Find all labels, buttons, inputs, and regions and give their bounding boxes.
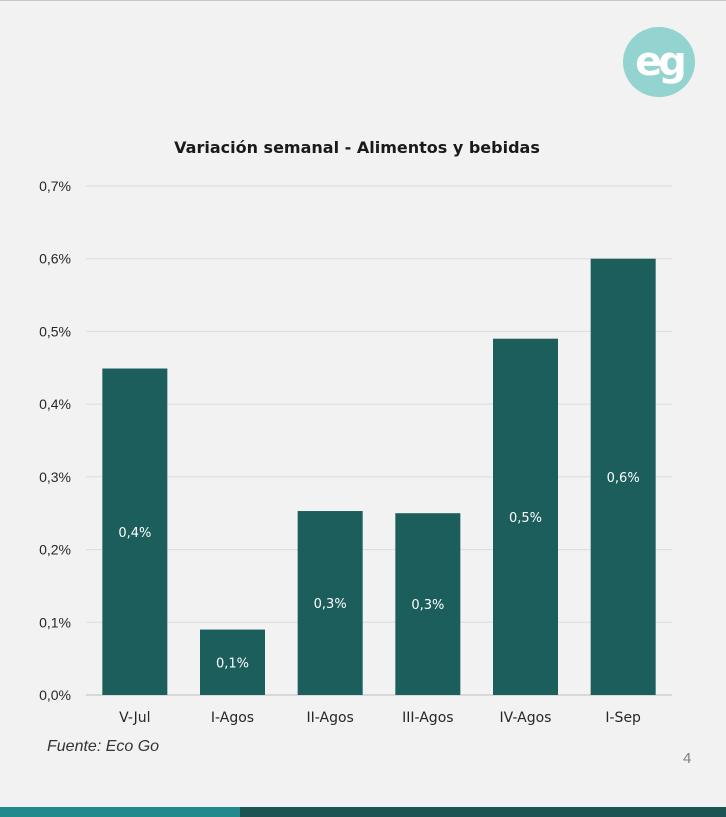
- bottom-accent-bar-right: [240, 807, 726, 817]
- data-label: 0,3%: [411, 598, 444, 613]
- page-number: 4: [683, 750, 692, 767]
- chart-title: Variación semanal - Alimentos y bebidas: [174, 138, 540, 157]
- y-tick-label: 0,0%: [39, 687, 71, 703]
- y-tick-label: 0,1%: [39, 614, 71, 630]
- y-tick-label: 0,2%: [39, 542, 71, 558]
- top-border: [0, 0, 726, 1]
- y-tick-label: 0,6%: [39, 251, 71, 267]
- bar: [493, 338, 558, 695]
- y-tick-label: 0,5%: [39, 323, 71, 339]
- x-tick-label: V-Jul: [119, 710, 150, 726]
- bottom-accent-bar-left: [0, 807, 240, 817]
- source-note: Fuente: Eco Go: [47, 738, 160, 755]
- y-tick-label: 0,3%: [39, 469, 71, 485]
- bar: [297, 511, 363, 695]
- data-label: 0,5%: [509, 511, 542, 526]
- y-tick-label: 0,7%: [39, 178, 71, 194]
- data-label: 0,6%: [607, 471, 640, 486]
- x-tick-label: II-Agos: [307, 710, 354, 726]
- x-tick-label: III-Agos: [402, 710, 453, 726]
- bar: [200, 629, 265, 695]
- bar: [590, 258, 656, 695]
- y-tick-label: 0,4%: [39, 396, 71, 412]
- eco-go-logo: eg: [623, 27, 695, 97]
- data-label: 0,3%: [314, 597, 347, 612]
- logo-text: eg: [635, 39, 687, 85]
- x-tick-label: I-Sep: [605, 710, 641, 726]
- bar: [395, 513, 461, 695]
- data-label: 0,1%: [216, 656, 249, 671]
- x-tick-label: IV-Agos: [500, 710, 552, 726]
- data-label: 0,4%: [118, 526, 151, 541]
- x-tick-label: I-Agos: [211, 710, 254, 726]
- bar: [102, 368, 168, 695]
